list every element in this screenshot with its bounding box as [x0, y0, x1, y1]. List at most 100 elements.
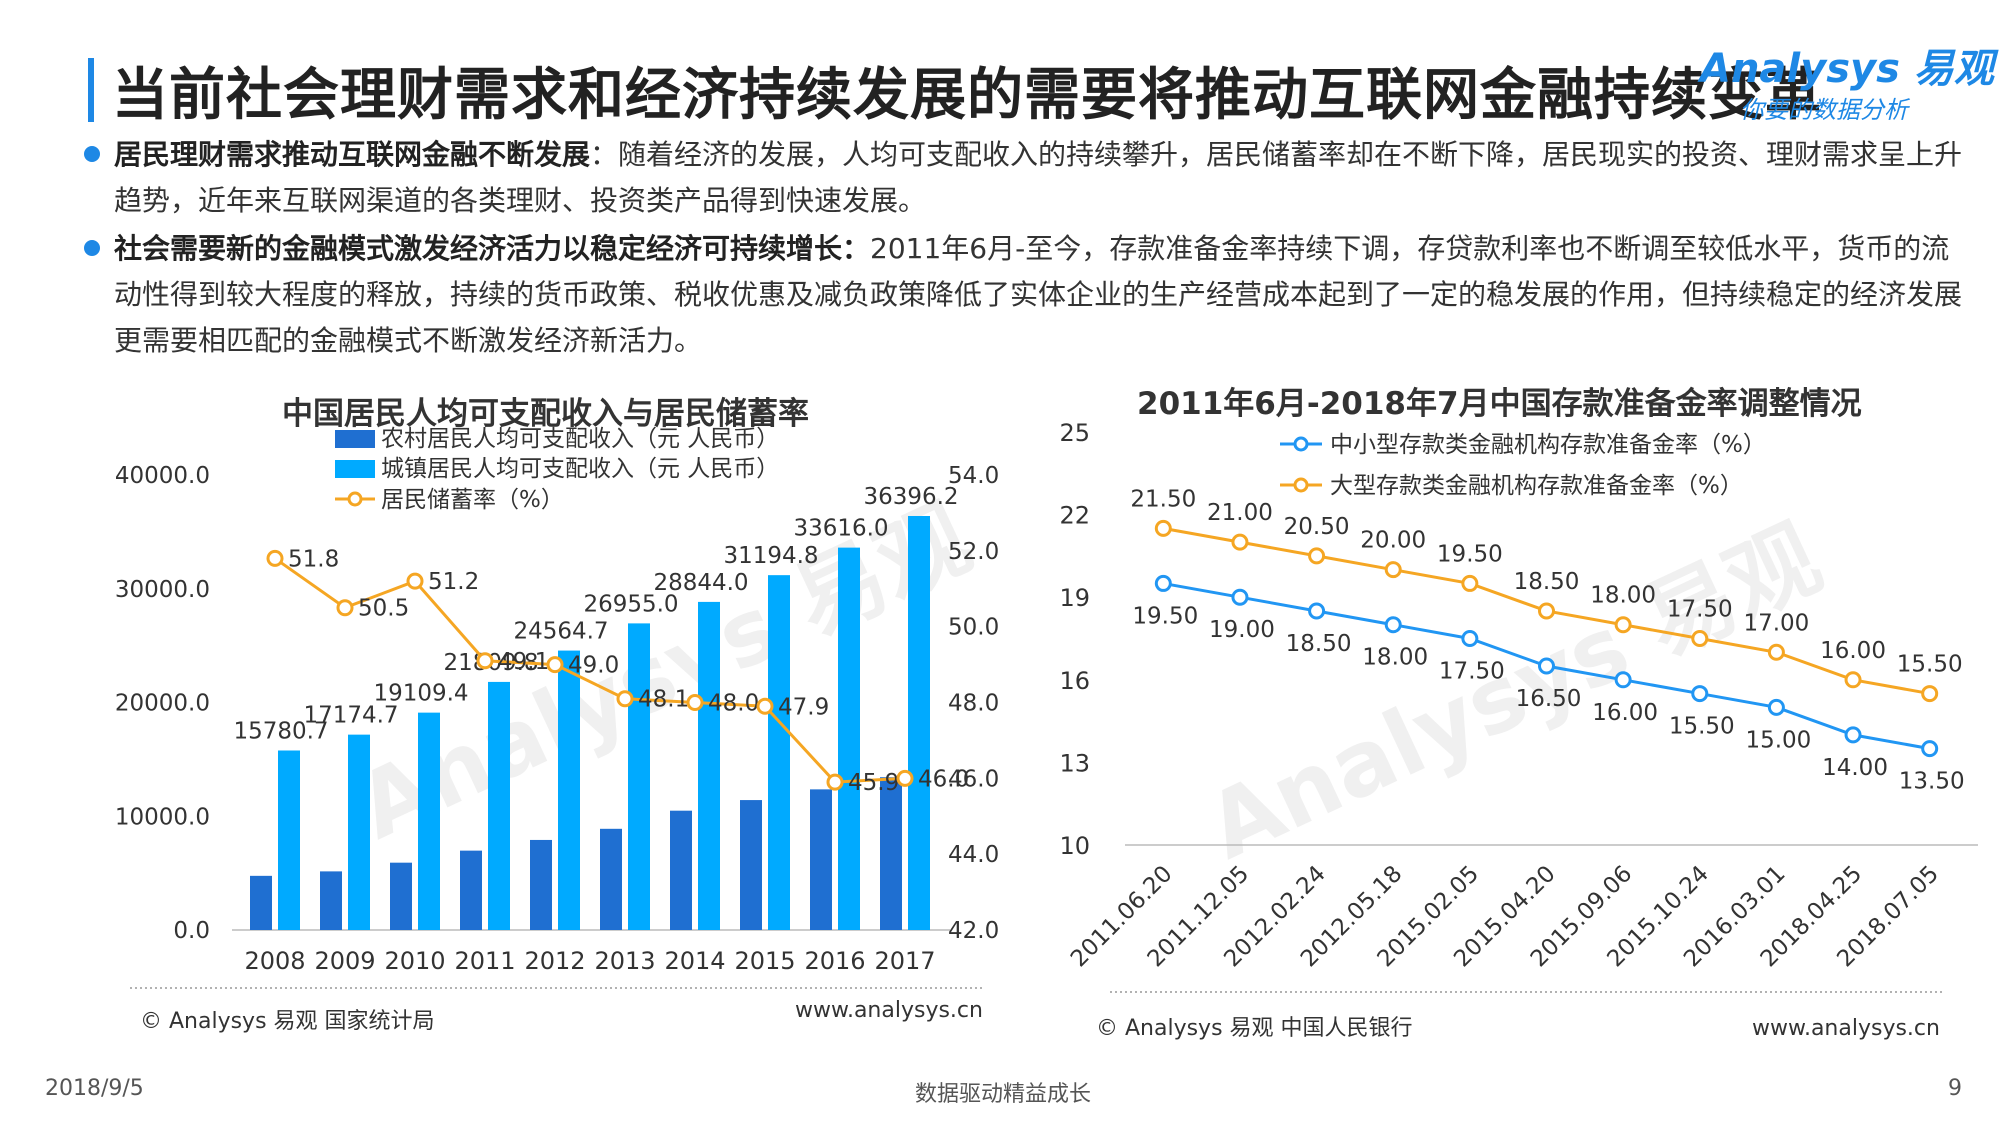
savings-rate-point — [826, 773, 844, 791]
legend-urban-swatch — [335, 460, 375, 478]
large-bank-ratio-point — [1921, 685, 1939, 703]
small-bank-data-label: 16.50 — [1516, 686, 1582, 712]
legend-savings-label: 居民储蓄率（%） — [381, 487, 564, 513]
small-bank-data-label: 19.50 — [1132, 603, 1198, 629]
bullet-dot-icon — [84, 240, 100, 256]
bar-data-label: 15780.7 — [233, 718, 328, 744]
rural-income-bar — [600, 828, 622, 930]
bar-data-label: 36396.2 — [863, 484, 958, 510]
savings-rate-point — [266, 549, 284, 567]
logo-slogan: 你要的数据分析 — [1740, 96, 1908, 124]
footer-slogan: 数据驱动精益成长 — [915, 1082, 1092, 1107]
savings-rate-point — [336, 599, 354, 617]
small-bank-ratio-point — [1538, 657, 1555, 675]
bar-data-label: 17174.7 — [303, 703, 398, 729]
y-tick-label: 16 — [1059, 667, 1090, 695]
x-tick-label: 2010 — [384, 947, 445, 975]
y-tick-label: 0.0 — [173, 918, 210, 944]
y-tick-label: 10 — [1059, 832, 1090, 860]
small-bank-data-label: 13.50 — [1899, 769, 1965, 795]
y2-tick-label: 50.0 — [948, 615, 999, 641]
large-bank-data-label: 20.00 — [1360, 528, 1426, 554]
small-bank-ratio-point — [1384, 616, 1402, 634]
large-bank-ratio-point — [1308, 547, 1326, 565]
footer-date: 2018/9/5 — [45, 1076, 144, 1101]
savings-rate-point — [546, 656, 564, 674]
line-data-label: 46.0 — [918, 766, 969, 792]
rural-income-bar — [670, 810, 692, 930]
small-bank-data-label: 17.50 — [1439, 659, 1505, 685]
chart2-title: 2011年6月-2018年7月中国存款准备金率调整情况 — [1137, 386, 1862, 422]
small-bank-ratio-point — [1231, 588, 1249, 606]
line-data-label: 48.1 — [638, 687, 689, 713]
title-accent-bar — [88, 58, 94, 122]
line-data-label: 49.0 — [568, 653, 619, 679]
x-tick-label: 2009 — [314, 947, 375, 975]
urban-income-bar — [278, 750, 300, 930]
line-data-label: 49.1 — [498, 649, 549, 675]
small-bank-ratio-point — [1767, 698, 1785, 716]
x-tick-label: 2013 — [594, 947, 655, 975]
urban-income-bar — [348, 734, 370, 930]
savings-rate-point — [686, 694, 704, 711]
rural-income-bar — [880, 777, 902, 930]
y2-tick-label: 54.0 — [948, 463, 999, 489]
large-bank-ratio-point — [1614, 616, 1632, 634]
bullet-heading: 居民理财需求推动互联网金融不断发展 — [114, 138, 591, 171]
urban-income-bar — [488, 681, 510, 930]
savings-rate-point — [476, 652, 494, 670]
bullet-list: 居民理财需求推动互联网金融不断发展：随着经济的发展，人均可支配收入的持续攀升，居… — [84, 132, 1964, 366]
bar-data-label: 19109.4 — [373, 681, 468, 707]
large-bank-ratio-point — [1538, 602, 1555, 620]
small-bank-data-label: 15.50 — [1669, 714, 1735, 740]
x-tick-label: 2008 — [244, 947, 305, 975]
small-bank-ratio-point — [1921, 740, 1939, 758]
y2-tick-label: 52.0 — [948, 539, 999, 565]
legend-small-label: 中小型存款类金融机构存款准备金率（%） — [1330, 432, 1766, 458]
rural-income-bar — [390, 862, 412, 930]
bullet-dot-icon — [84, 146, 100, 162]
line-data-label: 51.2 — [428, 569, 479, 595]
small-bank-ratio-point — [1614, 671, 1632, 689]
urban-income-bar — [558, 650, 580, 930]
bullet-item: 居民理财需求推动互联网金融不断发展：随着经济的发展，人均可支配收入的持续攀升，居… — [84, 132, 1964, 224]
line-data-label: 51.8 — [288, 546, 339, 572]
small-bank-data-label: 16.00 — [1592, 700, 1658, 726]
urban-income-bar — [838, 547, 860, 930]
large-bank-data-label: 18.00 — [1590, 583, 1656, 609]
chart1-source: © Analysys 易观 国家统计局 — [140, 1009, 435, 1034]
y-tick-label: 30000.0 — [115, 577, 210, 603]
chart2-source: © Analysys 易观 中国人民银行 — [1096, 1016, 1413, 1041]
small-bank-ratio-point — [1691, 685, 1709, 703]
large-bank-data-label: 15.50 — [1897, 652, 1963, 678]
x-tick-label: 2017 — [874, 947, 935, 975]
bar-data-label: 26955.0 — [583, 591, 678, 617]
savings-rate-point — [406, 572, 424, 590]
small-bank-data-label: 18.50 — [1286, 631, 1352, 657]
small-bank-data-label: 18.00 — [1362, 645, 1428, 671]
small-bank-data-label: 14.00 — [1822, 755, 1888, 781]
page-title: 当前社会理财需求和经济持续发展的需要将推动互联网金融持续变革 — [112, 63, 1822, 128]
rural-income-bar — [530, 839, 552, 930]
small-bank-ratio-point — [1154, 574, 1172, 592]
rural-income-bar — [460, 850, 482, 930]
reserve-ratio-chart: 1013161922252011.06.202011.12.052012.02.… — [1059, 419, 1978, 993]
line-data-label: 50.5 — [358, 596, 409, 622]
y-tick-label: 25 — [1059, 419, 1090, 447]
urban-income-bar — [418, 712, 440, 930]
footer-page-number: 9 — [1948, 1076, 1962, 1101]
analysys-logo: Analysys 易观 你要的数据分析 — [1700, 36, 1994, 126]
large-bank-ratio-point — [1767, 643, 1785, 661]
large-bank-ratio-point — [1154, 519, 1172, 537]
urban-income-bar — [768, 575, 790, 930]
y2-tick-label: 46.0 — [948, 766, 999, 792]
bullet-heading: 社会需要新的金融模式激发经济活力以稳定经济可持续增长： — [114, 232, 871, 265]
savings-rate-point — [616, 690, 634, 708]
line-data-label: 48.0 — [708, 691, 759, 717]
chart1-title: 中国居民人均可支配收入与居民储蓄率 — [282, 396, 809, 432]
legend-urban-label: 城镇居民人均可支配收入（元 人民币） — [381, 456, 779, 482]
x-tick-label: 2012 — [524, 947, 585, 975]
savings-rate-line — [274, 557, 906, 784]
large-bank-ratio-point — [1461, 574, 1479, 592]
chart1-url: www.analysys.cn — [795, 998, 983, 1023]
